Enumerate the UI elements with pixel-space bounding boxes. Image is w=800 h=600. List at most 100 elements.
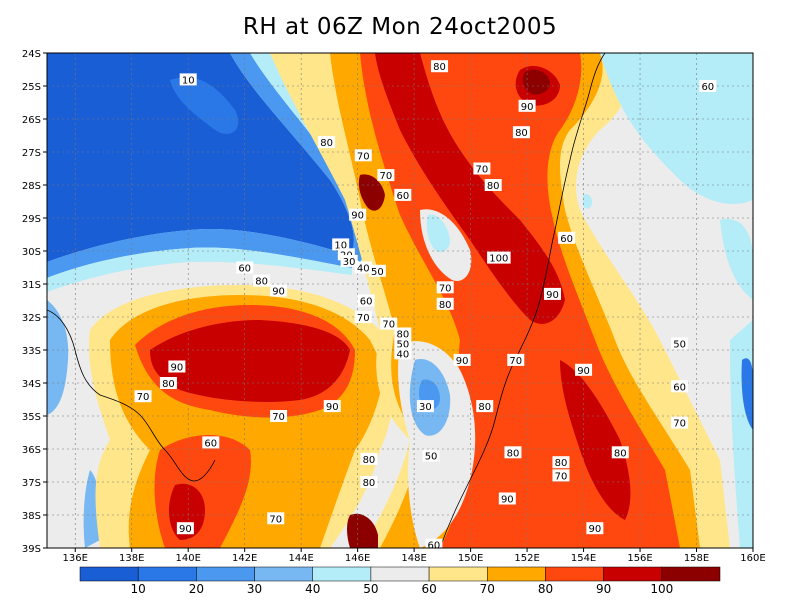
- contour-label-box: [179, 73, 197, 86]
- contour-label-box: [354, 149, 372, 162]
- contour-label-box: [498, 492, 516, 505]
- contour-label: 70: [270, 410, 288, 423]
- contour-label-text: 80: [439, 300, 452, 311]
- y-axis-ticks: 24S 25S 26S 27S 28S 29S 30S 31S 32S 33S 34S 35S 36S 3…: [22, 49, 47, 555]
- y-tick-label: 34S: [22, 379, 41, 390]
- y-tick-label: 30S: [22, 247, 41, 258]
- contour-label: 90: [498, 492, 516, 506]
- contour-label: 80: [394, 327, 412, 341]
- contour-label: 80: [504, 446, 522, 459]
- contour-label-text: 60: [204, 438, 217, 449]
- contour-label-box: [354, 311, 372, 323]
- contour-label-text: 70: [137, 392, 150, 403]
- contour-label: 90: [453, 353, 471, 367]
- contour-label: 40: [354, 261, 372, 275]
- colorbar-swatch: [196, 566, 255, 582]
- contour-label-box: [236, 261, 254, 274]
- x-tick-label: 154E: [571, 553, 596, 564]
- contour-label-box: [422, 449, 440, 462]
- colorbar-label: 100: [650, 582, 673, 596]
- contour-label-box: [558, 231, 576, 244]
- contour-label: 70: [473, 162, 491, 176]
- contour-label-text: 70: [357, 151, 370, 162]
- y-tick-label: 29S: [22, 214, 41, 225]
- contour-label-text: 60: [560, 234, 573, 245]
- contour-label: 70: [436, 281, 454, 294]
- colorbar-label: 40: [305, 582, 320, 596]
- contour-label-box: [202, 436, 220, 449]
- colorbar-label: 80: [538, 582, 553, 596]
- contour-label-box: [360, 452, 378, 465]
- contour-label-box: [476, 400, 494, 413]
- contour-label: 80: [360, 452, 378, 466]
- contour-label-box: [518, 99, 536, 112]
- contour-label: 80: [253, 274, 271, 288]
- plot-frame: [46, 52, 754, 549]
- contour-label: 60: [558, 231, 576, 245]
- contour-label-box: [416, 400, 434, 413]
- x-tick-label: 152E: [514, 553, 539, 564]
- contour-label-text: 60: [360, 297, 373, 308]
- colorbar-label: 50: [363, 582, 378, 596]
- contour-label-text: 80: [363, 478, 376, 489]
- x-tick-label: 150E: [458, 553, 483, 564]
- rh-region-east-cyan: [600, 53, 753, 548]
- contour-label-box: [168, 360, 186, 373]
- colorbar-label: 60: [421, 582, 436, 596]
- contour-label: 80: [318, 136, 336, 149]
- contour-label: 90: [586, 522, 604, 535]
- rh-region-blue-dark: [47, 53, 354, 262]
- contour-label-text: 100: [489, 254, 508, 265]
- contour-label-text: 70: [269, 514, 282, 525]
- contour-label: 50: [422, 449, 440, 463]
- contour-label-box: [253, 274, 271, 287]
- contour-label: 70: [267, 512, 285, 525]
- contour-label-box: [368, 264, 386, 277]
- x-tick-label: 158E: [684, 553, 709, 564]
- contour-label-box: [318, 136, 336, 149]
- x-tick-label: 146E: [345, 553, 370, 564]
- contour-label-text: 50: [396, 339, 409, 350]
- contour-label: 70: [354, 149, 372, 162]
- contour-label-text: 90: [456, 356, 469, 367]
- contour-label: 50: [368, 264, 386, 278]
- contour-label-box: [671, 337, 689, 350]
- rh-region-blue-mid: [170, 77, 239, 134]
- rh-field: [47, 53, 753, 548]
- contour-label-text: 50: [673, 339, 686, 350]
- rh-region-east-dark-red: [375, 53, 631, 520]
- contour-label-text: 90: [272, 287, 285, 298]
- contour-label-text: 70: [509, 356, 522, 367]
- contour-label-text: 60: [673, 382, 686, 393]
- contour-label: 50: [671, 337, 689, 350]
- colorbar-swatch: [137, 566, 197, 582]
- contour-label: 80: [552, 456, 570, 469]
- contour-label: 90: [349, 208, 367, 222]
- colorbar-swatch: [661, 566, 721, 582]
- contour-label: 30: [340, 254, 358, 268]
- contour-label-text: 10: [182, 75, 195, 86]
- y-tick-label: 36S: [22, 445, 41, 456]
- contour-label-text: 50: [425, 452, 438, 463]
- contour-label-text: 40: [357, 264, 370, 275]
- contour-label: 90: [575, 363, 593, 377]
- contour-label: 80: [476, 400, 494, 413]
- rh-region-dry-pocket-cyan: [426, 214, 450, 252]
- contour-label: 60: [202, 436, 220, 449]
- contour-label-text: 80: [320, 138, 333, 149]
- y-tick-label: 37S: [22, 478, 41, 489]
- contour-label: 90: [543, 287, 561, 301]
- contour-label-text: 60: [238, 264, 251, 275]
- contour-label-box: [671, 380, 689, 393]
- y-tick-label: 39S: [22, 544, 41, 555]
- contour-label-text: 80: [396, 330, 409, 341]
- x-tick-label: 142E: [232, 553, 257, 564]
- contour-label-text: 80: [555, 458, 568, 469]
- contour-label: 90: [168, 360, 186, 374]
- contour-label-text: 80: [433, 62, 446, 73]
- contour-label: 80: [611, 446, 629, 459]
- contour-label-text: 90: [521, 102, 534, 113]
- contour-label-text: 80: [614, 448, 627, 459]
- contour-label: 80: [360, 476, 378, 489]
- contour-label-box: [176, 522, 194, 535]
